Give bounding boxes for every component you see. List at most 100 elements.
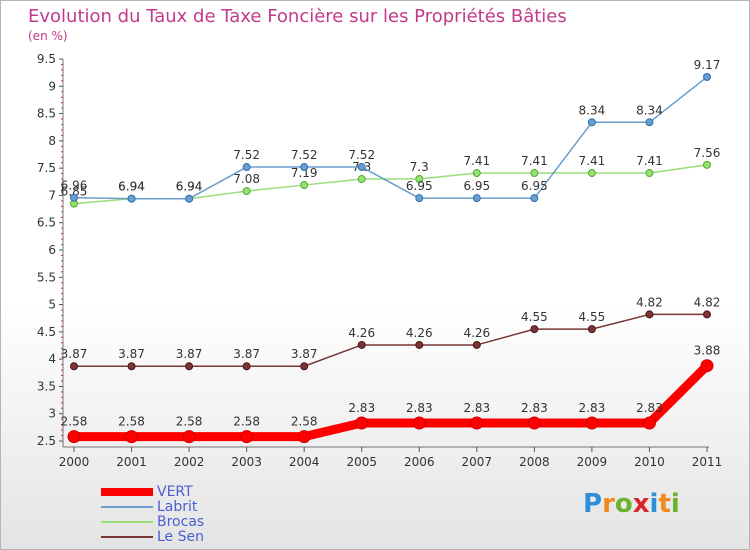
data-point-vert bbox=[182, 430, 196, 444]
data-point-le-sen bbox=[357, 340, 366, 349]
data-label-brocas: 7.56 bbox=[694, 146, 721, 160]
legend-swatch bbox=[101, 521, 153, 523]
data-label-vert: 2.83 bbox=[579, 401, 606, 415]
x-tick-label: 2005 bbox=[346, 455, 377, 469]
x-tick-label: 2006 bbox=[404, 455, 435, 469]
x-tick-label: 2002 bbox=[174, 455, 205, 469]
data-label-labrit: 7.52 bbox=[291, 148, 318, 162]
data-point-vert bbox=[470, 416, 484, 430]
series-line-le-sen bbox=[73, 313, 708, 367]
data-point-labrit bbox=[472, 194, 481, 203]
data-point-labrit bbox=[415, 194, 424, 203]
data-point-vert bbox=[67, 430, 81, 444]
data-label-le-sen: 3.87 bbox=[118, 347, 145, 361]
data-label-brocas: 7.41 bbox=[463, 154, 490, 168]
data-point-labrit bbox=[127, 194, 136, 203]
data-point-le-sen bbox=[703, 310, 711, 319]
data-label-le-sen: 4.55 bbox=[521, 310, 548, 324]
x-tick-label: 2009 bbox=[577, 455, 608, 469]
data-label-le-sen: 3.87 bbox=[61, 347, 88, 361]
data-label-le-sen: 4.82 bbox=[694, 295, 721, 309]
logo-letter: r bbox=[602, 489, 615, 519]
data-label-labrit: 7.52 bbox=[233, 148, 260, 162]
data-label-labrit: 9.17 bbox=[694, 58, 721, 72]
data-label-brocas: 7.41 bbox=[579, 154, 606, 168]
chart-title: Evolution du Taux de Taxe Foncière sur l… bbox=[28, 6, 567, 27]
legend-swatch bbox=[101, 506, 153, 508]
x-tick-label: 2000 bbox=[59, 455, 90, 469]
data-label-labrit: 6.96 bbox=[61, 179, 88, 193]
y-tick-label: 2.5 bbox=[37, 434, 56, 448]
data-point-brocas bbox=[242, 187, 251, 196]
data-point-labrit bbox=[185, 194, 194, 203]
data-point-vert bbox=[355, 416, 369, 430]
data-label-le-sen: 3.87 bbox=[176, 347, 203, 361]
x-tick-label: 2004 bbox=[289, 455, 320, 469]
data-point-vert bbox=[412, 416, 426, 430]
data-label-le-sen: 4.26 bbox=[406, 326, 433, 340]
data-point-vert bbox=[700, 359, 714, 373]
data-point-le-sen bbox=[127, 362, 136, 371]
data-label-vert: 2.83 bbox=[636, 401, 663, 415]
data-point-brocas bbox=[472, 169, 481, 178]
data-label-labrit: 6.95 bbox=[463, 179, 490, 193]
data-point-brocas bbox=[357, 175, 366, 184]
data-point-le-sen bbox=[587, 325, 596, 334]
series-line-vert bbox=[69, 361, 712, 442]
proxiti-logo: Proxiti bbox=[583, 489, 680, 519]
data-point-brocas bbox=[587, 169, 596, 178]
data-point-labrit bbox=[357, 163, 366, 172]
logo-letter: x bbox=[632, 489, 650, 519]
series-line-labrit bbox=[73, 76, 708, 200]
data-point-le-sen bbox=[300, 362, 309, 371]
data-label-labrit: 6.94 bbox=[176, 180, 203, 194]
data-label-vert: 2.58 bbox=[233, 415, 260, 429]
data-label-vert: 2.58 bbox=[61, 415, 88, 429]
x-tick-label: 2003 bbox=[231, 455, 262, 469]
x-tick-label: 2007 bbox=[462, 455, 493, 469]
data-label-le-sen: 4.26 bbox=[348, 326, 375, 340]
data-point-labrit bbox=[703, 73, 711, 82]
y-tick-label: 7.5 bbox=[37, 161, 56, 175]
data-label-le-sen: 4.82 bbox=[636, 295, 663, 309]
logo-letter: t bbox=[658, 489, 671, 519]
data-label-le-sen: 4.55 bbox=[579, 310, 606, 324]
data-point-vert bbox=[642, 416, 656, 430]
logo-letter: i bbox=[649, 489, 659, 519]
data-point-labrit bbox=[587, 118, 596, 127]
y-tick-label: 3.5 bbox=[37, 379, 56, 393]
y-tick-label: 4 bbox=[48, 352, 56, 366]
legend-label: Le Sen bbox=[157, 529, 204, 545]
data-label-vert: 2.83 bbox=[521, 401, 548, 415]
data-point-brocas bbox=[530, 169, 539, 178]
data-point-labrit bbox=[645, 118, 654, 127]
y-tick-label: 8 bbox=[48, 134, 56, 148]
y-tick-label: 9 bbox=[48, 79, 56, 93]
data-point-le-sen bbox=[185, 362, 194, 371]
y-tick-label: 3 bbox=[48, 407, 56, 421]
data-label-labrit: 6.95 bbox=[406, 179, 433, 193]
data-label-vert: 2.83 bbox=[348, 401, 375, 415]
data-point-vert bbox=[240, 430, 254, 444]
logo-letter: o bbox=[614, 489, 633, 519]
data-point-labrit bbox=[70, 193, 78, 202]
legend-label: Brocas bbox=[157, 514, 205, 530]
data-label-labrit: 6.94 bbox=[118, 180, 145, 194]
legend-label: Labrit bbox=[157, 499, 198, 515]
data-label-brocas: 6.94 bbox=[176, 180, 203, 194]
data-label-labrit: 8.34 bbox=[636, 103, 663, 117]
y-tick-label: 5 bbox=[48, 298, 56, 312]
chart-subtitle: (en %) bbox=[28, 29, 68, 43]
data-label-brocas: 7.08 bbox=[233, 172, 260, 186]
data-label-vert: 2.58 bbox=[291, 415, 318, 429]
data-label-labrit: 7.52 bbox=[348, 148, 375, 162]
data-label-le-sen: 3.87 bbox=[291, 347, 318, 361]
data-point-brocas bbox=[300, 181, 309, 190]
y-tick-label: 5.5 bbox=[37, 270, 56, 284]
data-point-le-sen bbox=[472, 340, 481, 349]
data-label-le-sen: 3.87 bbox=[233, 347, 260, 361]
data-label-brocas: 7.19 bbox=[291, 166, 318, 180]
data-label-brocas: 6.94 bbox=[118, 180, 145, 194]
data-point-vert bbox=[125, 430, 139, 444]
